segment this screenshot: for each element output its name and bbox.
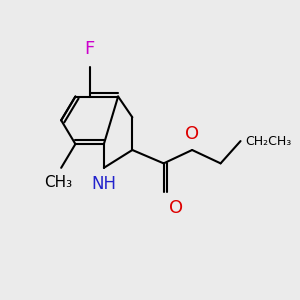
Text: F: F — [85, 40, 95, 58]
Text: NH: NH — [92, 175, 116, 193]
Text: O: O — [169, 199, 184, 217]
Text: CH₃: CH₃ — [44, 175, 72, 190]
Text: CH₂CH₃: CH₂CH₃ — [245, 135, 291, 148]
Text: O: O — [185, 124, 199, 142]
